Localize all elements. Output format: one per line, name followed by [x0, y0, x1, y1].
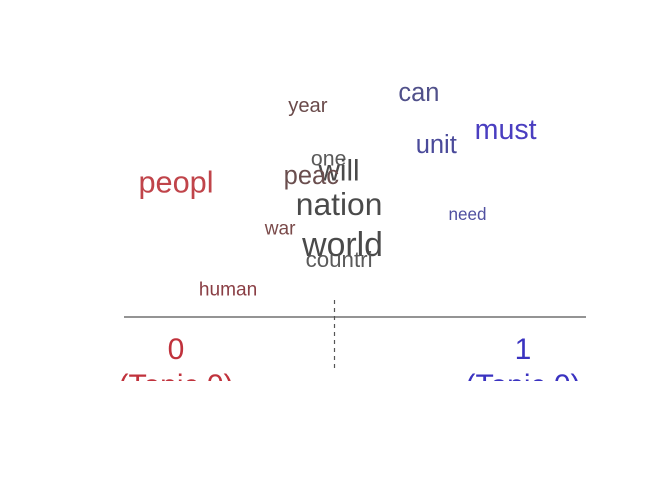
word-label-unit: unit [416, 131, 457, 159]
word-label-one: one [311, 146, 347, 170]
word-label-need: need [448, 205, 486, 224]
word-label-peopl: peopl [138, 165, 213, 200]
word-label-nation: nation [296, 186, 383, 222]
x-tick-sublabel-1: (Topic 0) [465, 369, 580, 402]
word-label-year: year [288, 95, 328, 117]
word-label-will: will [318, 154, 360, 187]
word-label-peac: peac [284, 162, 340, 190]
x-tick-sublabel-0: (Topic 0) [118, 369, 233, 402]
word-label-human: human [199, 280, 257, 301]
word-label-must: must [475, 114, 537, 146]
x-tick-label-0: 0 [168, 333, 185, 366]
word-label-can: can [398, 79, 439, 107]
word-label-war: war [264, 219, 296, 240]
word-label-world: world [301, 226, 383, 264]
x-axis-tick-labels: 0(Topic 0)1(Topic 0) [118, 333, 580, 402]
x-tick-label-1: 1 [515, 333, 532, 366]
word-label-countri: countri [306, 247, 373, 272]
